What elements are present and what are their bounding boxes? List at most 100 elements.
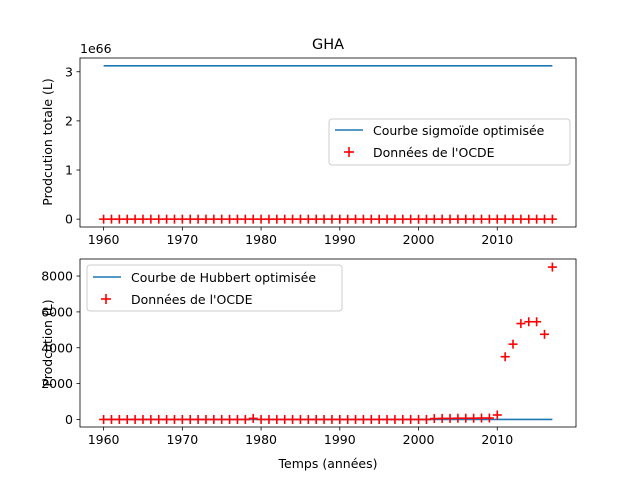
bottom-chart-data-point <box>288 414 298 424</box>
bottom-chart-data-point <box>201 414 211 424</box>
top-chart-data-point <box>508 214 518 224</box>
bottom-chart-data-point <box>366 414 376 424</box>
top-chart-data-point <box>382 214 392 224</box>
bottom-chart-data-point <box>303 414 313 424</box>
bottom-chart-data-point <box>99 414 109 424</box>
top-chart-data-point <box>209 214 219 224</box>
bottom-chart-data-point <box>319 414 329 424</box>
bottom-chart-x-tick-label: 2010 <box>481 432 513 447</box>
top-chart-data-point <box>532 214 542 224</box>
top-chart-data-point <box>351 214 361 224</box>
top-chart-data-point <box>193 214 203 224</box>
top-chart-data-point <box>106 214 116 224</box>
bottom-chart-data-point <box>390 414 400 424</box>
bottom-chart-data-point <box>547 262 557 272</box>
bottom-chart-data-point <box>232 414 242 424</box>
bottom-chart-data-point <box>146 414 156 424</box>
top-chart-data-point <box>437 214 447 224</box>
top-chart-data-point <box>99 214 109 224</box>
bottom-chart-legend-label-data: Données de l'OCDE <box>131 292 253 307</box>
top-chart-data-point <box>547 214 557 224</box>
top-chart-data-point <box>540 214 550 224</box>
top-chart-y-tick-label: 2 <box>65 113 73 128</box>
bottom-chart-data-point <box>398 414 408 424</box>
top-chart-data-point <box>240 214 250 224</box>
bottom-chart-data-point <box>492 410 502 420</box>
bottom-chart: Prodcution (L) Temps (années) 1960 1970 19… <box>40 258 577 471</box>
top-chart-data-point <box>343 214 353 224</box>
top-chart-data-point <box>162 214 172 224</box>
bottom-chart-data-point <box>500 352 510 362</box>
bottom-chart-data-point <box>421 414 431 424</box>
top-chart-y-tick-label: 1 <box>65 163 73 178</box>
top-chart-frame <box>79 57 577 228</box>
top-chart-data-point <box>295 214 305 224</box>
top-chart-data-point <box>429 214 439 224</box>
bottom-chart-x-tick-label: 1980 <box>245 432 277 447</box>
top-chart-data-point <box>154 214 164 224</box>
bottom-chart-data-point <box>453 413 463 423</box>
top-chart-data-point <box>201 214 211 224</box>
bottom-chart-x-tick-label: 1990 <box>324 432 356 447</box>
bottom-chart-data-point <box>272 414 282 424</box>
bottom-chart-data-point <box>469 413 479 423</box>
bottom-chart-data-point <box>445 413 455 423</box>
top-chart-data-point <box>492 214 502 224</box>
top-chart-data-point <box>288 214 298 224</box>
bottom-chart-y-tick-label: 8000 <box>41 269 73 284</box>
bottom-chart-data-point <box>122 414 132 424</box>
top-chart-data-point <box>366 214 376 224</box>
bottom-chart-data-point <box>484 413 494 423</box>
top-chart-data-point <box>421 214 431 224</box>
top-chart-y-tick-label: 3 <box>65 64 73 79</box>
top-chart-y-tick-label: 0 <box>65 212 73 227</box>
bottom-chart-data-point <box>374 414 384 424</box>
top-chart-data-point <box>256 214 266 224</box>
top-chart-legend-label-data: Données de l'OCDE <box>373 145 495 160</box>
bottom-chart-data-point <box>532 317 542 327</box>
bottom-chart-data-point <box>382 414 392 424</box>
top-chart-y-axis-label: Prodcution totale (L) <box>40 78 55 205</box>
top-chart-legend-box <box>328 118 571 166</box>
bottom-chart-data-point <box>169 414 179 424</box>
top-chart-data-point <box>461 214 471 224</box>
top-chart-data-point <box>453 214 463 224</box>
top-chart-data-point <box>248 214 258 224</box>
bottom-chart-data-point <box>516 319 526 329</box>
bottom-chart-y-tick-label: 0 <box>65 412 73 427</box>
bottom-chart-data-point <box>256 414 266 424</box>
bottom-chart-y-tick-label: 4000 <box>41 340 73 355</box>
bottom-chart-x-tick-label: 1970 <box>166 432 198 447</box>
top-chart-data-point <box>225 214 235 224</box>
bottom-chart-data-point <box>162 414 172 424</box>
bottom-chart-data-point <box>114 414 124 424</box>
top-chart: 1e66 Prodcution totale (L) 1960 1970 1980 1… <box>40 41 577 247</box>
top-chart-data-point <box>264 214 274 224</box>
top-chart-data-point <box>232 214 242 224</box>
bottom-chart-data-point <box>240 414 250 424</box>
bottom-chart-data-point <box>248 413 258 423</box>
bottom-chart-data-point <box>106 414 116 424</box>
top-chart-data-point <box>390 214 400 224</box>
top-chart-data-point <box>484 214 494 224</box>
bottom-chart-data-point <box>477 413 487 423</box>
top-chart-data-point <box>406 214 416 224</box>
chart-title: GHA <box>312 37 344 53</box>
top-chart-data-point <box>327 214 337 224</box>
bottom-chart-data-point <box>209 414 219 424</box>
top-chart-x-tick-label: 2000 <box>403 232 435 247</box>
top-chart-x-tick-label: 1960 <box>88 232 120 247</box>
bottom-chart-data-point <box>351 414 361 424</box>
top-chart-data-point <box>280 214 290 224</box>
bottom-chart-data-point <box>406 414 416 424</box>
top-chart-data-point <box>374 214 384 224</box>
top-chart-x-tick-label: 2010 <box>481 232 513 247</box>
bottom-chart-data-point <box>295 414 305 424</box>
bottom-chart-data-point <box>335 414 345 424</box>
bottom-chart-data-point <box>177 414 187 424</box>
bottom-chart-legend-label-fit: Courbe de Hubbert optimisée <box>131 270 316 285</box>
bottom-chart-data-point <box>437 413 447 423</box>
top-chart-data-point <box>138 214 148 224</box>
